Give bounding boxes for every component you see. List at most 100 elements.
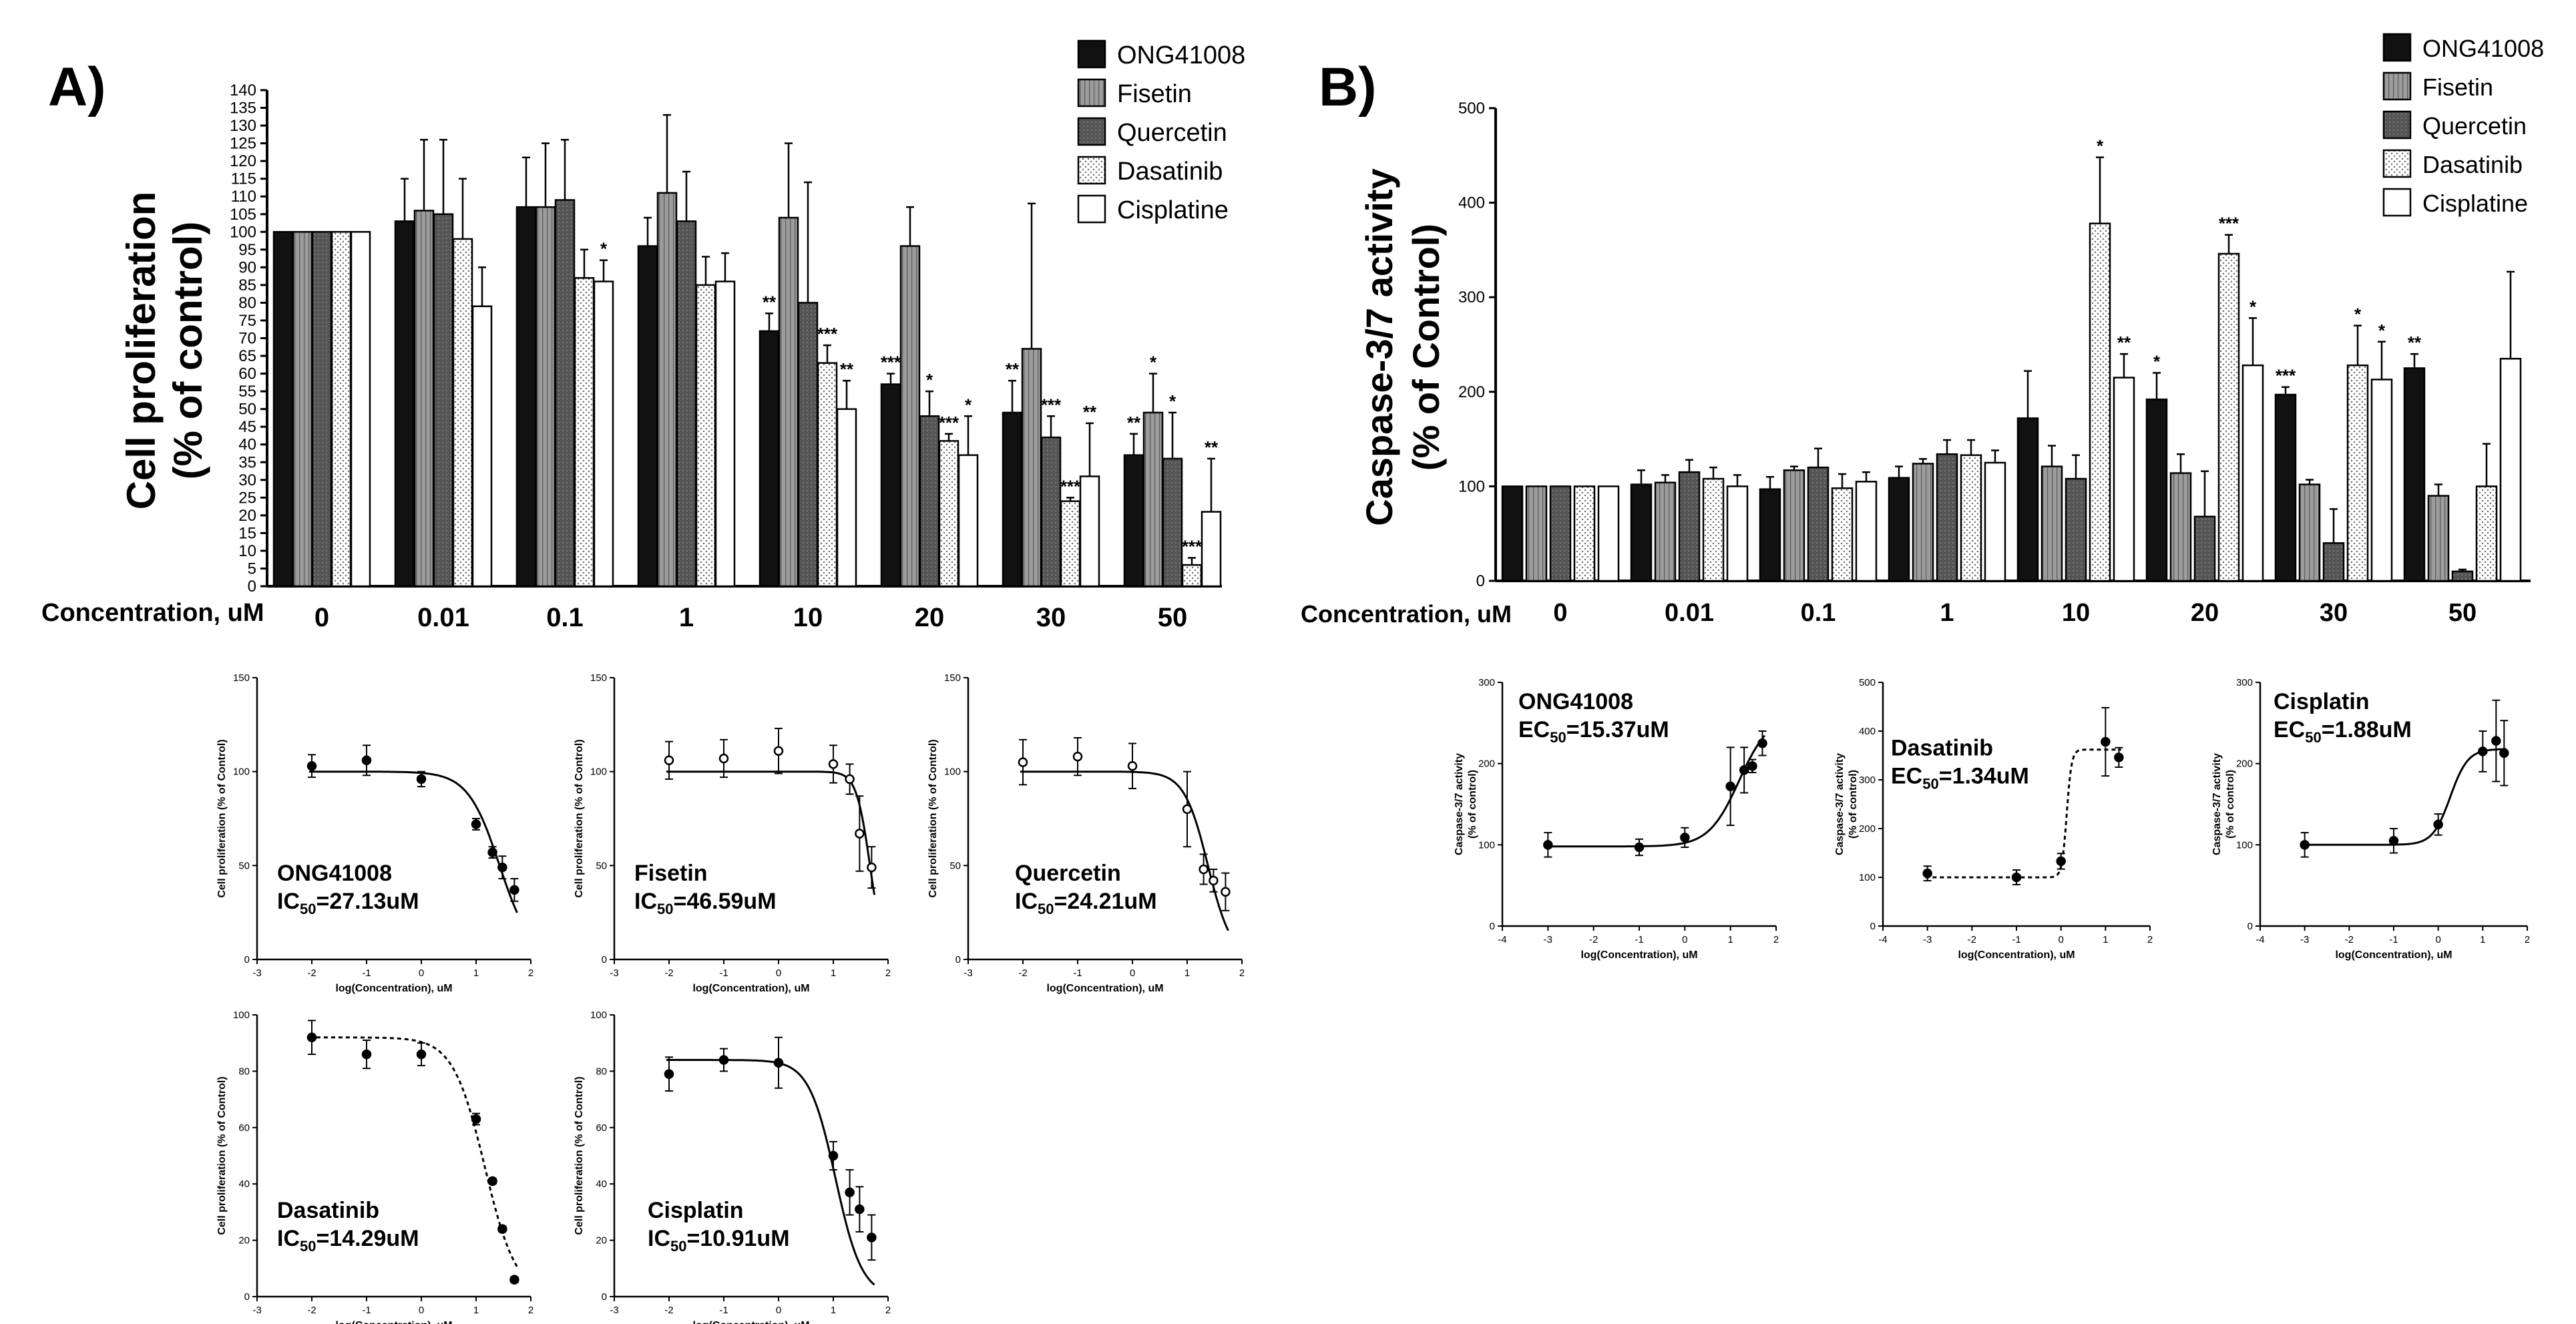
y-tick-label-a: 110 xyxy=(231,188,256,206)
bar-b xyxy=(2475,485,2498,582)
drug-name-a2: Fisetin xyxy=(634,861,708,886)
y-tick-label-b3: 0 xyxy=(2247,921,2253,932)
y-tick-label-a: 135 xyxy=(230,99,256,118)
significance-label-a: *** xyxy=(939,413,959,433)
significance-label-a: * xyxy=(965,395,972,415)
bar-a xyxy=(1181,564,1203,588)
x-tick-label-b1: -2 xyxy=(1589,934,1598,945)
x-tick-label-b1: 2 xyxy=(1773,934,1779,945)
legend-swatch-b xyxy=(2382,188,2412,217)
y-tick-label-a: 35 xyxy=(238,453,256,471)
y-tick-label-a: 25 xyxy=(238,489,256,507)
fit-curve-b2 xyxy=(1925,748,2121,879)
bar-b xyxy=(2217,252,2240,582)
legend-label-b: Dasatinib xyxy=(2422,151,2523,178)
x-axis-title-b2: log(Concentration), uM xyxy=(1958,949,2075,961)
x-tick-label-b1: 0 xyxy=(1682,934,1687,945)
significance-label-a: ** xyxy=(1006,359,1020,379)
bar-a xyxy=(1002,411,1023,588)
legend-swatch-b xyxy=(2382,71,2412,101)
significance-label-b: * xyxy=(2354,304,2362,324)
bar-b xyxy=(1807,466,1830,582)
metric-prefix-b2: EC xyxy=(1891,764,1922,789)
metric-value-a5: =10.91uM xyxy=(686,1226,789,1251)
category-label-a: 20 xyxy=(915,603,945,632)
panel-b-ylabel-line2: (% of Control) xyxy=(1405,224,1447,471)
panel-b: B) Caspase-3/7 activity (% of Control) C… xyxy=(1301,33,2544,628)
x-tick-label-b3: -1 xyxy=(2389,934,2398,945)
data-point-b2 xyxy=(2114,752,2124,762)
y-tick-label-a: 85 xyxy=(238,276,256,294)
bar-b xyxy=(2193,515,2216,582)
bar-a xyxy=(637,245,658,588)
metric-value-b1: =15.37uM xyxy=(1566,717,1669,742)
drug-name-b2: Dasatinib xyxy=(1891,736,1993,761)
y-tick-label-a2: 50 xyxy=(596,860,607,871)
y-tick-label-a: 40 xyxy=(238,436,256,454)
legend-label-a: Quercetin xyxy=(1117,119,1227,147)
metric-prefix-a4: IC xyxy=(277,1226,300,1251)
bar-a xyxy=(515,206,537,588)
metric-prefix-a3: IC xyxy=(1015,889,1038,914)
category-label-a: 30 xyxy=(1036,603,1066,632)
chart-a-bars: 0510152025303540455055606570758085909510… xyxy=(230,39,1245,632)
y-axis-title-sub-b3: (% of control) xyxy=(2225,770,2236,839)
y-tick-label-a: 10 xyxy=(238,542,256,560)
y-tick-label-a: 5 xyxy=(248,560,256,578)
x-tick-label-a2: -3 xyxy=(610,967,618,979)
legend-label-a: Dasatinib xyxy=(1117,158,1223,186)
significance-label-b: *** xyxy=(2219,214,2239,234)
bar-b xyxy=(1597,485,1620,582)
y-tick-label-a: 125 xyxy=(230,135,256,153)
x-tick-label-a1: -3 xyxy=(252,967,261,979)
bar-a xyxy=(1201,511,1222,588)
significance-label-a: *** xyxy=(1182,537,1203,557)
category-label-a: 0.1 xyxy=(546,603,584,632)
drug-name-a4: Dasatinib xyxy=(277,1198,379,1223)
y-axis-title-a4: Cell proliferation (% of Control) xyxy=(216,1076,228,1235)
metric-label-a1: IC50=27.13uM xyxy=(277,889,419,917)
metric-value-b3: =1.88uM xyxy=(2322,717,2412,742)
data-point-b1 xyxy=(1680,833,1690,843)
metric-subscript-a1: 50 xyxy=(300,901,316,917)
fit-curve-b3 xyxy=(2302,748,2507,846)
y-tick-label-a: 75 xyxy=(238,312,256,330)
y-tick-label-a2: 0 xyxy=(602,954,607,965)
significance-label-a: * xyxy=(1150,353,1157,373)
y-tick-label-b2: 300 xyxy=(1859,775,1876,786)
bar-b xyxy=(2089,222,2111,582)
bar-a xyxy=(676,220,697,588)
y-axis-title-a2: Cell proliferation (% of Control) xyxy=(574,739,585,897)
bar-b xyxy=(2041,465,2063,582)
category-label-b: 1 xyxy=(1940,599,1954,627)
y-tick-label-a: 100 xyxy=(230,223,256,241)
significance-label-a: *** xyxy=(1060,476,1081,496)
panel-a-ylabel-line2: (% of control) xyxy=(166,222,210,480)
y-tick-label-a: 95 xyxy=(238,241,256,259)
data-point-a3 xyxy=(1127,760,1138,771)
x-axis-title-a3: log(Concentration), uM xyxy=(1046,983,1163,994)
bar-b xyxy=(1726,485,1749,582)
category-label-b: 0.1 xyxy=(1801,599,1836,627)
y-tick-label-b: 100 xyxy=(1458,477,1485,495)
bar-b xyxy=(1549,485,1572,582)
data-point-a5 xyxy=(845,1187,855,1198)
bar-a xyxy=(413,210,435,588)
bar-a xyxy=(1060,500,1081,588)
category-label-b: 20 xyxy=(2191,599,2219,627)
x-tick-label-a4: -2 xyxy=(307,1305,316,1316)
chart-a3-quercetin-ic50: 0 50 100 150 -3 -2 -1 0 1 2 log(Concentration), uM… xyxy=(927,672,1245,994)
x-axis-title-a1: log(Concentration), uM xyxy=(335,983,452,994)
data-point-b1 xyxy=(1543,840,1553,850)
metric-subscript-a5: 50 xyxy=(670,1238,686,1255)
y-tick-label-a4: 20 xyxy=(238,1235,250,1247)
data-point-a3 xyxy=(1199,864,1209,875)
category-label-b: 0.01 xyxy=(1665,599,1714,627)
metric-value-a3: =24.21uM xyxy=(1054,889,1156,914)
category-label-a: 0.01 xyxy=(417,603,469,632)
y-tick-label-a: 45 xyxy=(238,418,256,436)
metric-label-a3: IC50=24.21uM xyxy=(1015,889,1157,917)
data-point-a5 xyxy=(855,1204,865,1215)
bar-b xyxy=(1936,453,1958,582)
